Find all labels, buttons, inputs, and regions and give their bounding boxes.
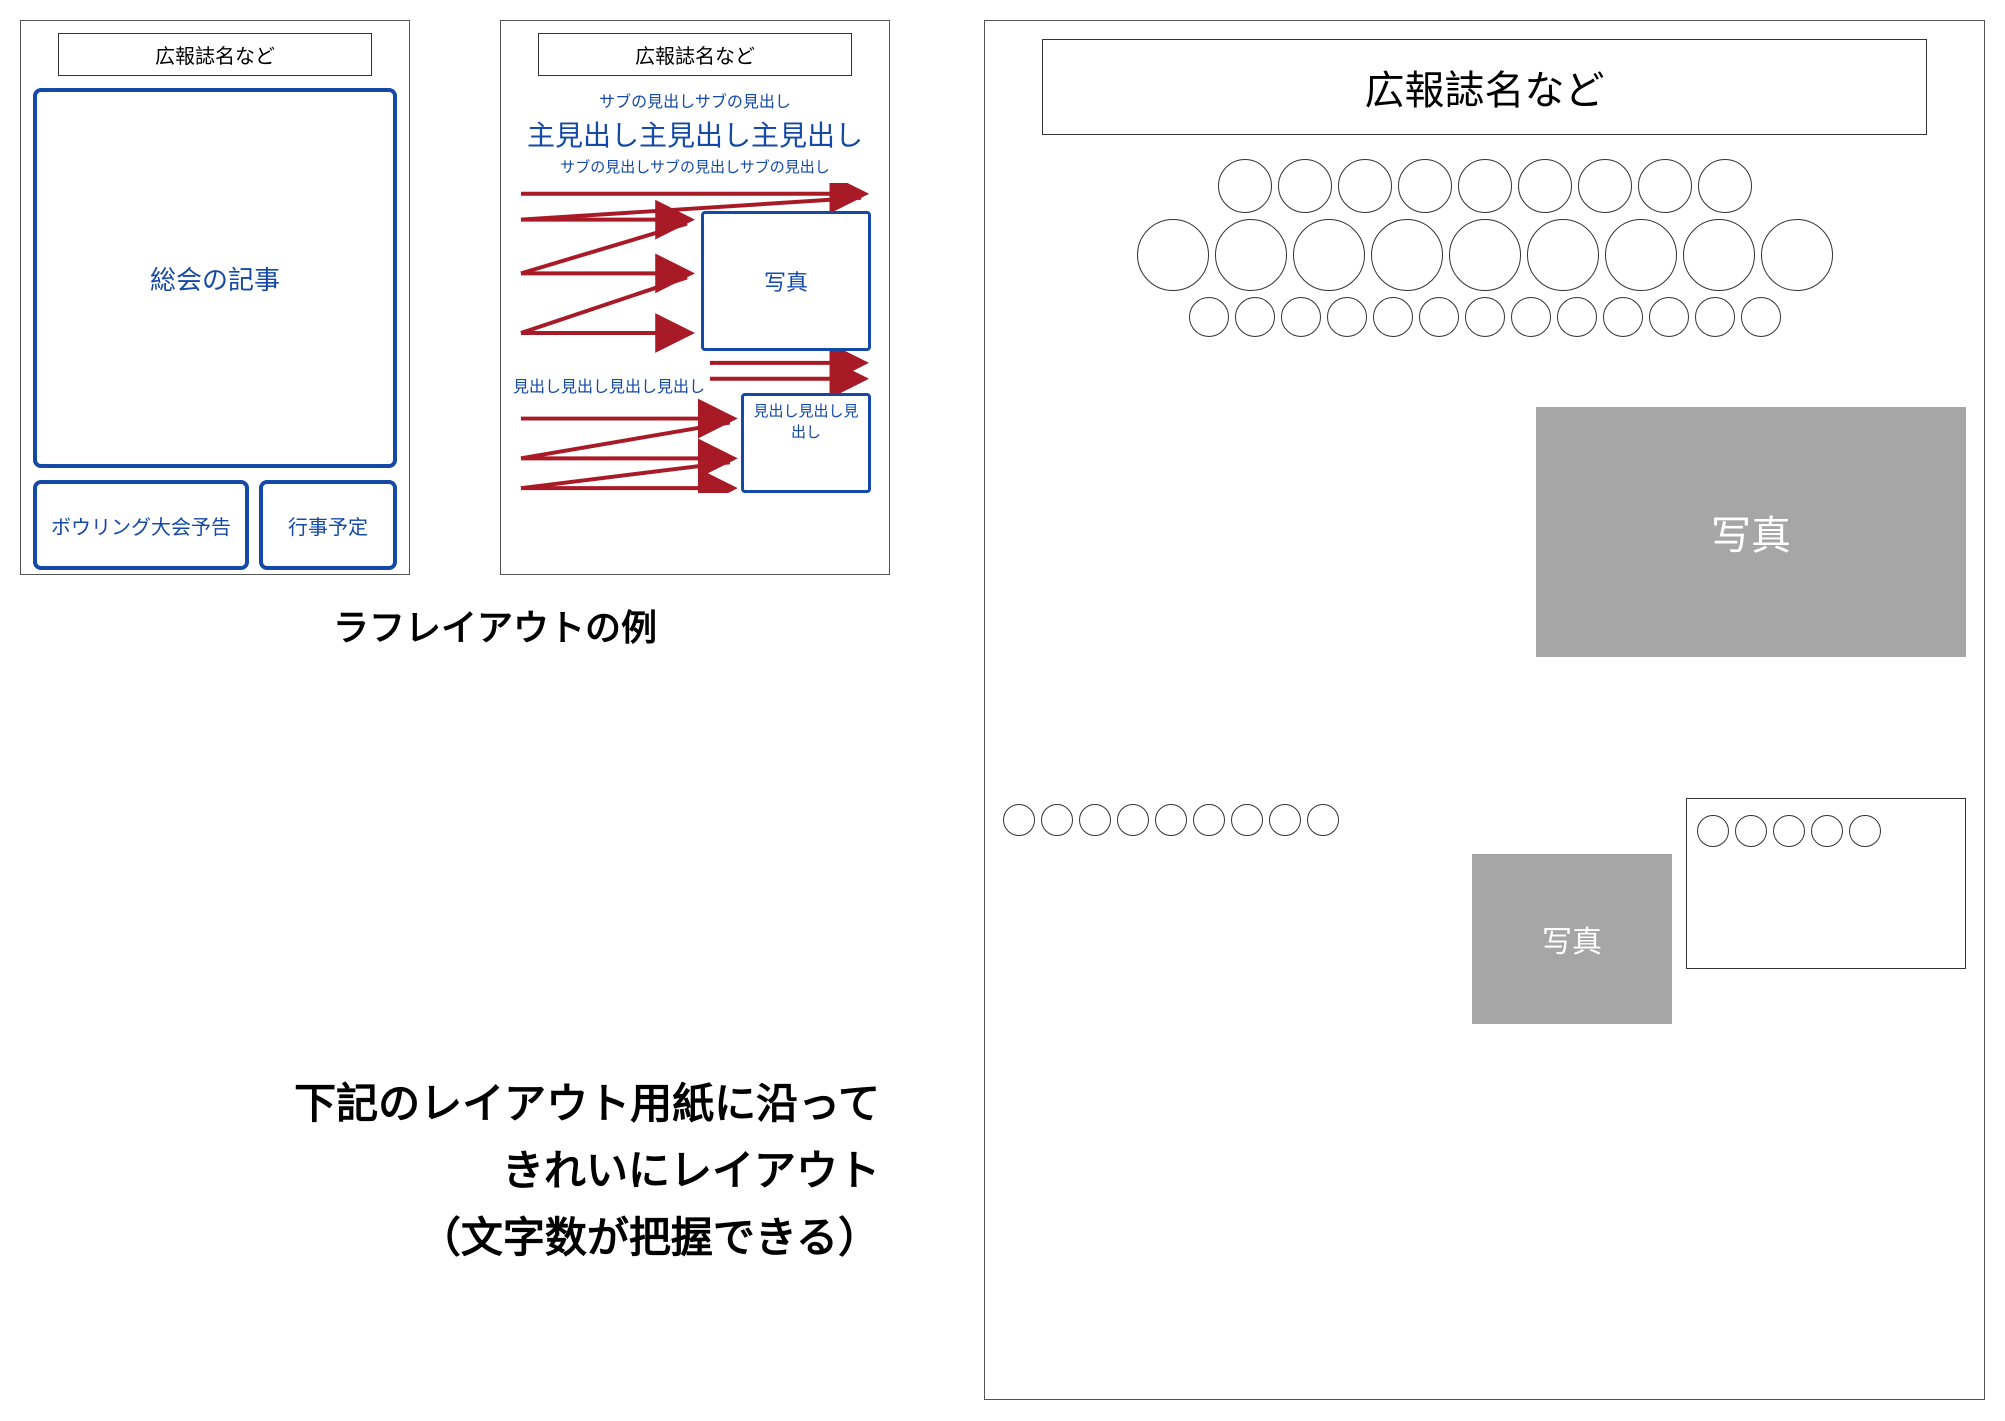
panel1-title: 広報誌名など — [58, 33, 371, 76]
section2-text — [1003, 842, 1458, 929]
section2-heading — [1003, 804, 1458, 836]
caption-line-2: きれいにレイアウト — [180, 1137, 880, 1204]
caption-explanation: 下記のレイアウト用紙に沿って きれいにレイアウト （文字数が把握できる） — [180, 1070, 880, 1272]
panel2-heading2: 見出し見出し見出し見出し — [513, 373, 705, 397]
rough-main-article: 総会の記事 — [33, 88, 397, 468]
article-1-text-right — [1536, 691, 1966, 754]
headline-circles — [1003, 159, 1966, 337]
panel3-title: 広報誌名など — [1042, 39, 1928, 135]
article-1: 写真 — [1003, 407, 1966, 754]
sidebar-text — [1697, 853, 1955, 955]
article-1-text — [1003, 407, 1520, 754]
section2-sidebar — [1686, 798, 1966, 969]
panel2-subheading-bottom: サブの見出しサブの見出しサブの見出し — [513, 156, 877, 177]
sidebar-heading — [1697, 815, 1955, 847]
panel2-title: 広報誌名など — [538, 33, 851, 76]
panel2-main-heading: 主見出し主見出し主見出し — [513, 114, 877, 154]
article-1-photo: 写真 — [1536, 407, 1966, 657]
panel2-photo-small: 見出し見出し見出し — [741, 393, 871, 493]
panel-rough-layout: 広報誌名など 総会の記事 ボウリング大会予告 行事予定 — [20, 20, 410, 575]
section2-photo: 写真 — [1472, 854, 1672, 1024]
rough-sub-b: 行事予定 — [259, 480, 397, 570]
rough-sub-a: ボウリング大会予告 — [33, 480, 249, 570]
left-column: 広報誌名など 総会の記事 ボウリング大会予告 行事予定 広報誌名など サブの見出… — [20, 20, 970, 651]
full-width-text — [1003, 764, 1966, 776]
caption-line-1: 下記のレイアウト用紙に沿って — [180, 1070, 880, 1137]
caption-line-3: （文字数が把握できる） — [180, 1204, 880, 1271]
panel-grid-layout: 広報誌名など 写真 写真 — [984, 20, 1985, 1400]
panel-detailed-sketch: 広報誌名など サブの見出しサブの見出し 主見出し主見出し主見出し サブの見出しサ… — [500, 20, 890, 575]
panel2-subheading-top: サブの見出しサブの見出し — [513, 88, 877, 112]
bottom-full-text — [1003, 1040, 1966, 1082]
article-2: 写真 — [1003, 798, 1966, 1024]
panel2-photo-big: 写真 — [701, 211, 871, 351]
article-1-caption — [1536, 663, 1966, 681]
caption-rough-layout: ラフレイアウトの例 — [333, 599, 657, 651]
intro-text — [1003, 347, 1966, 389]
